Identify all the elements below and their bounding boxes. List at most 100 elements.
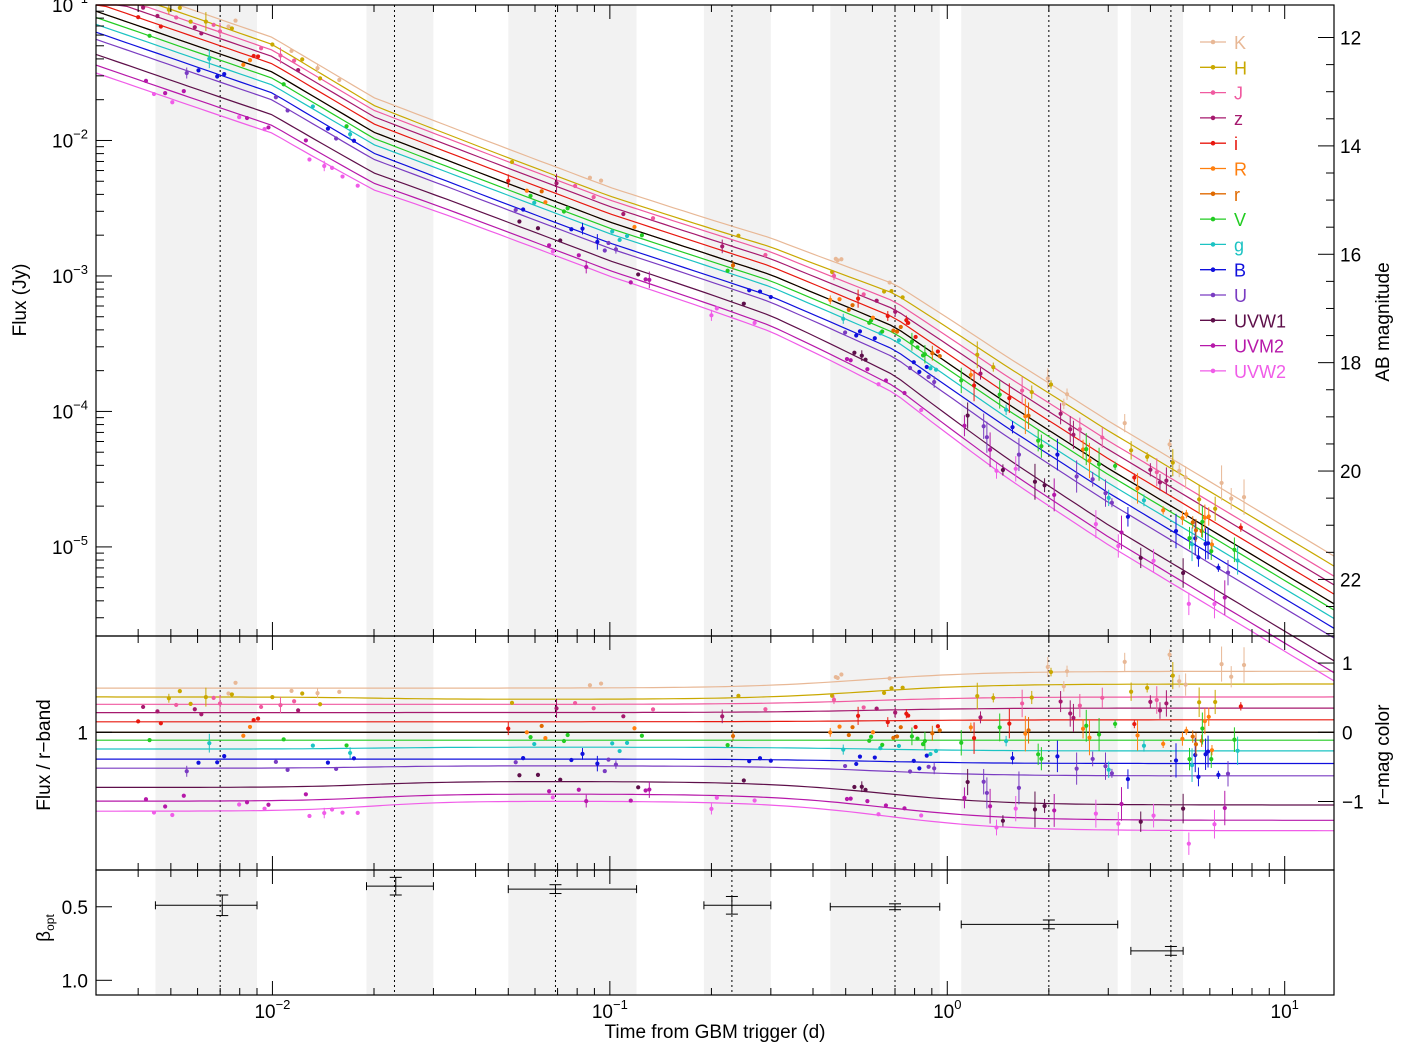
ratio-point	[1048, 669, 1054, 675]
ratio-point	[975, 693, 980, 699]
flux-point	[1013, 466, 1018, 471]
ratio-point	[930, 731, 935, 736]
ratio-point	[624, 740, 630, 746]
ratio-point	[867, 738, 872, 743]
ratio-point	[1029, 695, 1034, 700]
ratio-point	[922, 738, 928, 744]
flux-point	[1206, 514, 1211, 519]
model-curve-uvw2	[95, 72, 1335, 682]
flux-point	[513, 207, 518, 213]
flux-point	[959, 378, 964, 383]
ratio-point	[1209, 748, 1215, 753]
flux-point	[561, 209, 567, 214]
legend-marker-uvw2	[1210, 368, 1216, 374]
beta-symbol: β	[34, 931, 55, 942]
ratio-point	[906, 713, 911, 718]
flux-point	[1061, 401, 1066, 406]
ratio-point	[1084, 723, 1089, 728]
ratio-point	[885, 719, 890, 725]
flux-point	[870, 315, 876, 320]
ratio-point	[177, 689, 182, 694]
ratio-point	[868, 734, 874, 739]
flux-point	[1189, 542, 1195, 547]
flux-point	[292, 58, 297, 63]
ratio-point	[831, 697, 837, 702]
flux-point	[285, 108, 290, 113]
flux-point	[207, 56, 212, 61]
ratio-point	[1068, 711, 1073, 716]
ratio-point	[763, 707, 768, 712]
flux-point	[861, 292, 866, 297]
ratio-point	[203, 695, 208, 700]
flux-point	[643, 277, 648, 282]
ratio-point	[1061, 684, 1066, 689]
flux-point	[1232, 547, 1237, 552]
flux-point	[532, 200, 537, 205]
ratio-point	[1122, 659, 1127, 664]
ratio-point	[289, 688, 294, 693]
ratio-point	[1186, 841, 1191, 846]
flux-point	[1058, 411, 1063, 416]
flux-point	[524, 188, 529, 193]
ratio-point	[1229, 674, 1234, 679]
ratio-point	[262, 806, 267, 811]
model-curve-j	[96, 4, 1335, 577]
ratio-curve-k	[96, 670, 1334, 689]
flux-point	[857, 329, 863, 334]
flux-point	[1196, 555, 1201, 560]
flux-point	[1173, 528, 1179, 534]
ratio-point	[1203, 752, 1208, 757]
ratio-point	[1093, 811, 1098, 816]
ratio-point	[865, 799, 870, 804]
ratio-point	[1173, 758, 1179, 763]
ratio-point	[296, 708, 301, 713]
ratio-point	[281, 737, 286, 742]
flux-point	[621, 211, 626, 217]
ratio-point	[911, 758, 916, 763]
ratio-point	[170, 812, 175, 818]
ratio-point	[521, 755, 526, 761]
x-tick-label: 101	[1271, 997, 1299, 1023]
flux-point	[909, 339, 915, 344]
ratio-point	[1010, 755, 1015, 761]
flux-point	[278, 53, 283, 58]
ratio-point	[730, 733, 736, 739]
ratio-point	[1187, 757, 1192, 762]
ratio-point	[1042, 803, 1047, 809]
flux-point	[1039, 444, 1044, 449]
time-window-4	[703, 5, 771, 995]
flux-point	[303, 138, 308, 143]
flux-point	[1213, 506, 1218, 511]
flux-point	[975, 352, 980, 357]
ratio-point	[1106, 767, 1111, 772]
flux-point	[906, 320, 911, 326]
ratio-point	[517, 773, 522, 778]
ratio-point	[1141, 743, 1147, 748]
ratio-point	[846, 732, 851, 738]
flux-point	[1103, 491, 1108, 496]
ratio-point	[870, 730, 876, 735]
x-axis-title: Time from GBM trigger (d)	[605, 1022, 826, 1043]
ratio-point	[861, 705, 866, 710]
ratio-point	[158, 721, 163, 726]
flux-point	[233, 18, 238, 23]
ratio-point	[1190, 734, 1195, 739]
flux-point	[1197, 497, 1202, 502]
flux-point	[880, 329, 885, 334]
y-tick-label: 10−2	[52, 126, 88, 152]
ratio-point	[1058, 699, 1063, 704]
ratio-point	[714, 795, 719, 800]
flux-point	[572, 183, 578, 189]
ratio-point	[994, 825, 999, 830]
flux-point	[340, 174, 345, 179]
ratio-point	[962, 795, 967, 800]
legend-marker-k	[1210, 39, 1216, 45]
flux-point	[962, 423, 967, 428]
flux-point	[926, 374, 931, 380]
ratio-point	[900, 685, 905, 690]
ratio-point	[166, 696, 171, 701]
flux-point	[244, 115, 250, 121]
flux-point	[1145, 454, 1150, 459]
flux-point	[1084, 447, 1089, 452]
